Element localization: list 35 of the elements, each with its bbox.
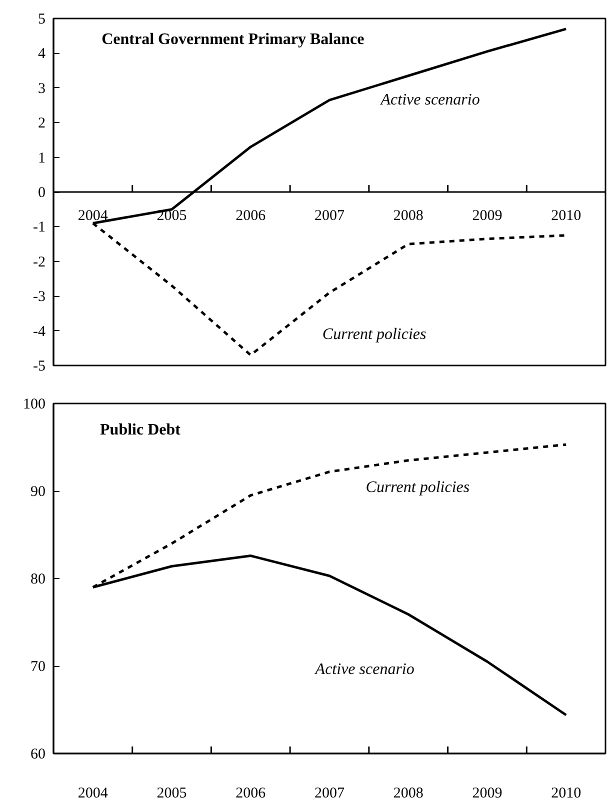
y-tick-label: -5 [33, 358, 46, 374]
x-tick-label: 2005 [156, 786, 187, 800]
y-tick-label: -2 [33, 254, 46, 270]
y-tick-label: -1 [33, 220, 46, 236]
series-label: Current policies [322, 326, 426, 343]
x-tick-label: 2007 [314, 786, 345, 800]
x-tick-label: 2006 [236, 208, 266, 224]
y-tick-label: 2 [38, 116, 46, 132]
x-tick-label: 2004 [78, 208, 108, 224]
series-label: Current policies [366, 479, 470, 496]
y-tick-label: 5 [38, 12, 46, 28]
y-tick-label: 80 [30, 572, 46, 588]
x-tick-label: 2007 [314, 208, 345, 224]
y-tick-label: 100 [23, 396, 46, 412]
y-tick-label: 60 [30, 746, 46, 762]
y-tick-label: -4 [33, 324, 46, 340]
y-tick-label: 90 [30, 484, 46, 500]
y-tick-label: 70 [30, 659, 46, 675]
text: Central Government Primary Balance [102, 30, 364, 48]
x-tick-label: 2008 [393, 786, 424, 800]
x-tick-label: 2010 [551, 208, 582, 224]
x-tick-label: 2006 [236, 786, 266, 800]
x-tick-label: 2009 [472, 786, 502, 800]
y-tick-label: 0 [38, 185, 46, 201]
x-tick-label: 2004 [78, 786, 108, 800]
y-tick-label: 4 [38, 46, 46, 62]
text: Active scenario [314, 661, 414, 678]
text: Public Debt [100, 421, 182, 438]
series-label: Active scenario [380, 92, 480, 109]
x-tick-label: 2010 [551, 786, 582, 800]
x-tick-label: 2009 [472, 208, 502, 224]
x-tick-label: 2008 [393, 208, 424, 224]
y-tick-label: 1 [38, 150, 46, 166]
y-tick-label: -3 [33, 289, 46, 306]
y-tick-label: 3 [38, 80, 46, 97]
